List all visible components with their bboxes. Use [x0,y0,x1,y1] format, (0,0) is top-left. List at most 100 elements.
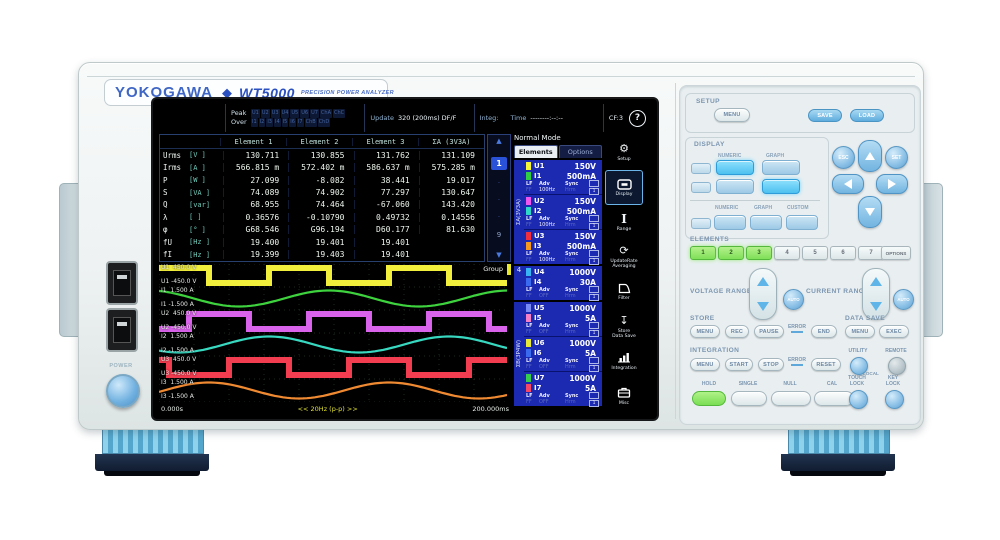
element-key-2[interactable]: 2 [718,246,744,260]
element-entry[interactable]: U5 1000V I5 5A LF FF Adv OFF Sync Hrm 1 [524,302,602,337]
waveform-trace-I2 [159,335,507,354]
store-menu-button[interactable]: MENU [690,325,720,338]
model-name: WT5000 [239,84,295,101]
graph-custom-button[interactable] [750,215,782,230]
soft-menu-filter[interactable]: Filter [605,274,643,309]
custom-button[interactable] [786,215,818,230]
measurement-name: S [163,188,168,198]
update-label: Update [370,114,394,122]
cal-label: CAL [826,381,838,387]
remote-button[interactable] [888,357,906,375]
measurement-value: 130.855 [288,150,353,160]
measurement-table: Element 1 Element 2 Element 3 ΣA (3V3A) … [159,134,485,262]
trace-min-label: U3 -450.0 V [161,370,197,377]
element-entry[interactable]: U1 150V I1 500mA LF FF Adv 100Hz Sync Hrm 1 [524,160,602,195]
trace-min-label: I3 -1.500 A [161,393,194,400]
soft-menu-update-rate[interactable]: ⟳ UpdateRate Averaging [610,244,638,270]
esc-button[interactable]: ESC [832,146,855,169]
element-key-5[interactable]: 5 [802,246,828,260]
utility-button[interactable] [850,357,868,375]
load-button[interactable]: LOAD [850,109,884,122]
setup-menu-button[interactable]: MENU [714,108,750,122]
current-color-swatch [526,172,531,180]
display-indicator-button[interactable] [691,182,711,193]
time-axis: 0.000s << 20Hz (p-p) >> 200.000ms [159,403,511,414]
measurement-value: 19.401 [353,250,419,260]
data-save-exec-button[interactable]: EXEC [879,325,909,338]
tab-elements[interactable]: Elements [514,145,558,158]
integration-menu-button[interactable]: MENU [690,358,720,371]
numeric-display-button-2[interactable] [716,179,754,194]
soft-menu-range[interactable]: I Range [616,211,632,232]
table-row: Urms [V ] 130.711 130.855 131.762 131.10… [160,149,484,161]
trace-min-label: I1 -1.500 A [161,301,194,308]
power-button[interactable] [106,374,140,408]
nav-down-button[interactable] [858,196,882,228]
help-icon[interactable]: ? [629,109,646,127]
table-row: Q [var] 68.955 74.464 -67.060 143.420 [160,199,484,211]
soft-menu-setup[interactable]: ⚙ Setup [617,142,631,163]
nav-up-button[interactable] [858,140,882,172]
graph-display-button[interactable] [762,160,800,175]
key-lock-button[interactable] [885,390,904,409]
element-entry[interactable]: U6 1000V I6 5A LF FF Adv OFF Sync Hrm 1 [524,337,602,372]
touch-lock-button[interactable] [849,390,868,409]
voltage-range-title: VOLTAGE RANGE [690,288,752,295]
lcd-screen[interactable]: Peak U1 U2 U3 U4 U5 U6 U7 ChA ChC Over I1 I2 I3 I4 I5 I… [151,97,659,421]
set-button[interactable]: SET [885,146,908,169]
usb-port[interactable] [106,308,138,352]
voltage-range-stepper[interactable] [749,268,777,320]
hold-button[interactable] [692,391,726,406]
element-key-4[interactable]: 4 [774,246,800,260]
data-save-menu-button[interactable]: MENU [845,325,875,338]
measurement-value: 74.902 [288,188,353,198]
waveform-svg [159,264,507,402]
numeric-display-button[interactable] [716,160,754,175]
page-up-icon[interactable]: ▲ [496,137,502,145]
display-indicator-button[interactable] [691,218,711,229]
nav-left-button[interactable] [832,174,864,194]
local-label: LOCAL [863,371,879,376]
element-entry[interactable]: U7 1000V I7 5A LF FF Adv OFF Sync Hrm 1 [524,372,602,407]
page-down-icon[interactable]: ▼ [496,250,502,259]
numeric-custom-button[interactable] [714,215,746,230]
graph-display-button-2[interactable] [762,179,800,194]
status-bar: Peak U1 U2 U3 U4 U5 U6 U7 ChA ChC Over I1 I2 I3 I4 I5 I… [159,104,651,132]
element-key-6[interactable]: 6 [830,246,856,260]
measurement-value: 586.637 m [353,163,419,173]
measurement-name: P [163,175,168,185]
element-key-3[interactable]: 3 [746,246,772,260]
save-button[interactable]: SAVE [808,109,842,122]
display-indicator-button[interactable] [691,163,711,174]
nav-right-button[interactable] [876,174,908,194]
soft-menu-misc[interactable]: Misc [605,378,643,413]
options-key[interactable]: OPTIONS [881,246,911,260]
measurement-value: 19.017 [418,175,484,185]
integration-stop-button[interactable]: STOP [758,358,784,371]
tab-options[interactable]: Options [558,145,602,158]
store-pause-button[interactable]: PAUSE [754,325,784,338]
element-entry[interactable]: U3 150V I3 500mA LF FF Adv 100Hz Sync Hrm 1 [524,230,602,265]
element-entry[interactable]: U4 1000V I4 30A LF FF Adv OFF Sync Hrm 1 [524,266,602,301]
store-rec-button[interactable]: REC [725,325,749,338]
page-selector[interactable]: ▲ 1 · · · 9 ▼ [487,134,511,262]
integration-reset-button[interactable]: RESET [811,358,841,371]
store-end-button[interactable]: END [811,325,837,338]
soft-menu-integration[interactable]: Integration [605,344,643,379]
measurement-value: 38.441 [353,175,419,185]
element-key-1[interactable]: 1 [690,246,716,260]
current-auto-button[interactable]: AUTO [893,289,914,310]
measurement-value: 130.647 [418,188,484,198]
integration-start-button[interactable]: START [725,358,753,371]
element-entry[interactable]: U2 150V I2 500mA LF FF Adv 100Hz Sync Hrm 1 [524,195,602,230]
waveform-display[interactable]: U1 450.0 V U1 -450.0 V I1 1.500 A I1 -1.500… [159,264,511,414]
null-button[interactable] [771,391,811,406]
single-button[interactable] [731,391,767,406]
soft-menu-store[interactable]: ↧ Store Data Save [612,313,636,339]
current-range-stepper[interactable] [862,268,890,320]
voltage-auto-button[interactable]: AUTO [783,289,804,310]
soft-menu-display[interactable]: Display [605,169,643,205]
usb-port[interactable] [106,261,138,305]
trace-min-label: U2 -450.0 V [161,324,197,331]
cal-button[interactable] [814,391,854,406]
